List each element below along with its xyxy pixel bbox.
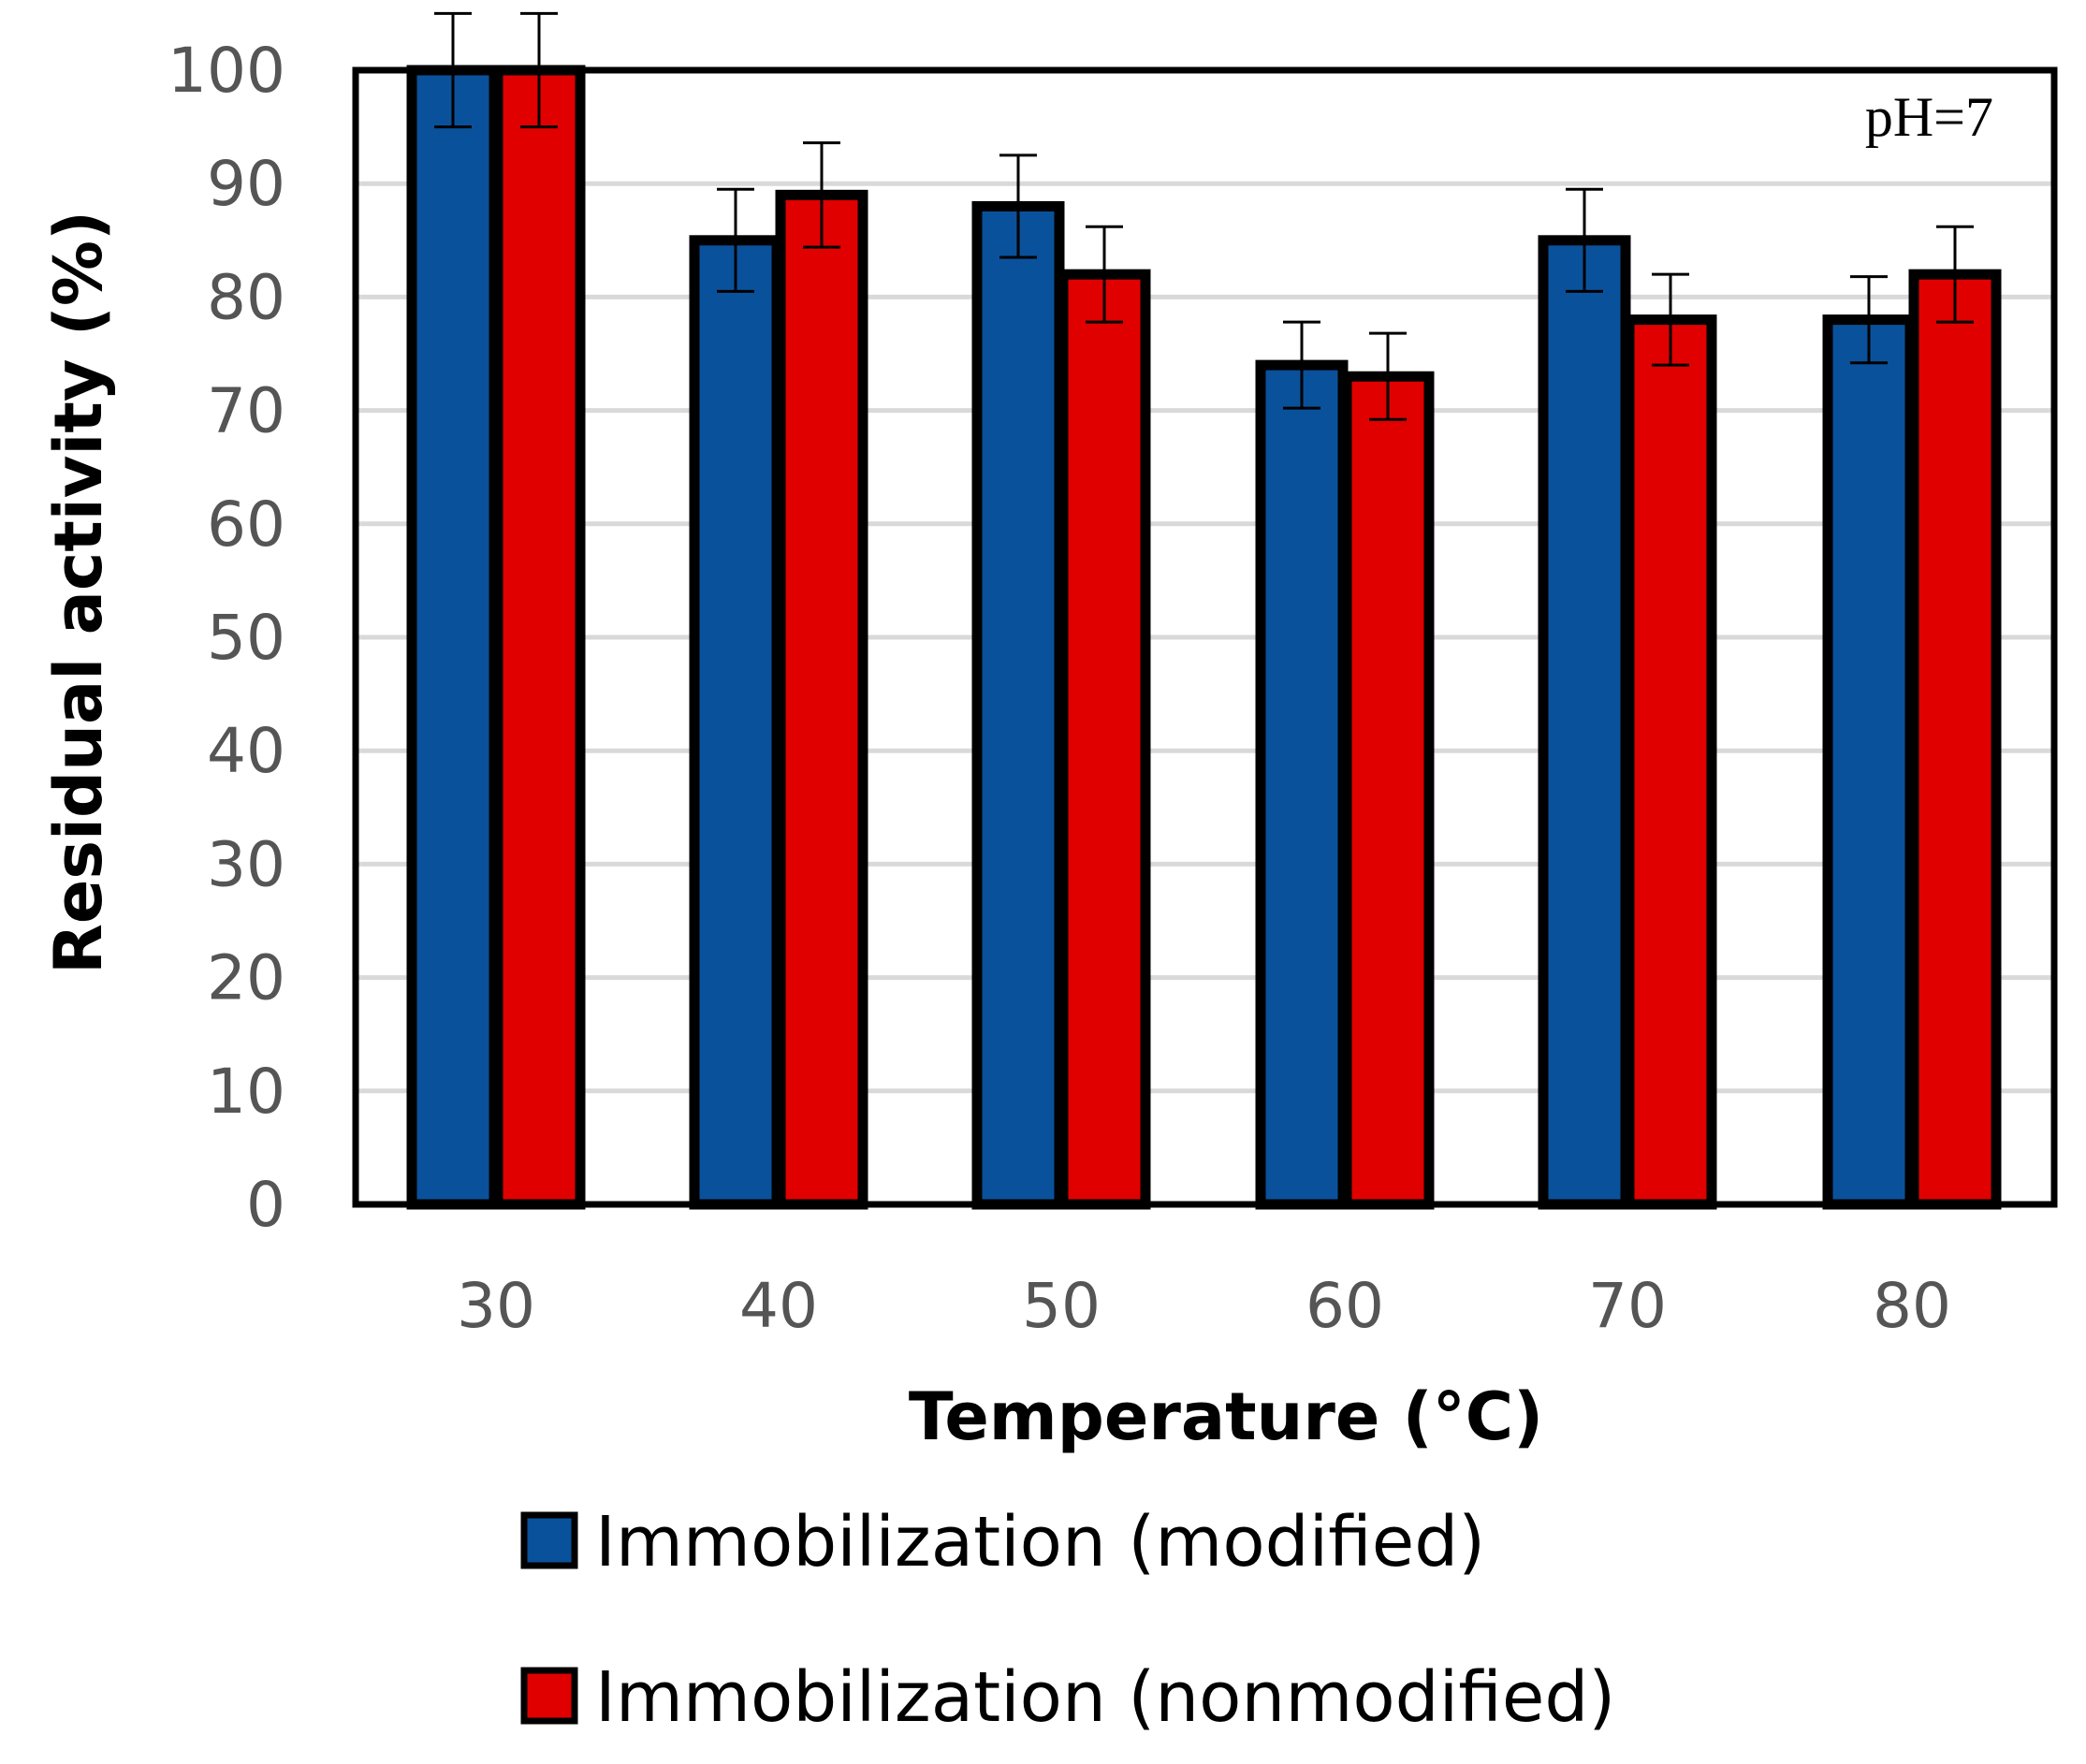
y-tick-label-40: 40 <box>207 715 285 787</box>
x-tick-label-80: 80 <box>1873 1270 1951 1342</box>
error-bar-nonmodified-60 <box>1369 331 1407 421</box>
bar-modified-50 <box>971 200 1065 1210</box>
x-tick-label-60: 60 <box>1306 1270 1384 1342</box>
x-axis-title: Temperature (°C) <box>909 1378 1543 1455</box>
y-tick-label-100: 100 <box>168 35 285 107</box>
bar-modified-40 <box>689 235 782 1210</box>
legend-item-nonmodified: Immobilization (nonmodified) <box>520 1657 1615 1738</box>
bar-nonmodified-50 <box>1058 269 1151 1210</box>
y-tick-label-50: 50 <box>207 602 285 674</box>
x-tick-label-30: 30 <box>457 1270 535 1342</box>
y-tick-label-30: 30 <box>207 828 285 900</box>
annotation-ph: pH=7 <box>1865 86 1993 148</box>
x-axis-ticks: 30 40 50 60 70 80 <box>457 1270 1951 1342</box>
bar-nonmodified-70 <box>1624 314 1717 1210</box>
bar-nonmodified-40 <box>775 189 868 1210</box>
legend-swatch-nonmodified <box>520 1667 578 1725</box>
bar-modified-80 <box>1822 314 1916 1210</box>
legend: Immobilization (modified) Immobilization… <box>520 1502 1615 1738</box>
y-tick-label-20: 20 <box>207 942 285 1014</box>
error-bar-modified-40 <box>717 187 754 293</box>
error-bar-modified-70 <box>1566 187 1603 293</box>
error-bar-nonmodified-50 <box>1086 225 1123 324</box>
legend-label-nonmodified: Immobilization (nonmodified) <box>595 1657 1615 1738</box>
error-bar-nonmodified-70 <box>1652 272 1689 367</box>
error-bar-modified-50 <box>999 153 1037 259</box>
y-tick-label-60: 60 <box>207 488 285 561</box>
error-bar-nonmodified-40 <box>803 141 840 249</box>
y-axis-title: Residual activity (%) <box>40 211 117 974</box>
x-tick-label-40: 40 <box>739 1270 818 1342</box>
bar-nonmodified-30 <box>492 65 586 1210</box>
x-tick-label-50: 50 <box>1022 1270 1101 1342</box>
bar-nonmodified-80 <box>1908 269 2002 1210</box>
y-tick-label-0: 0 <box>246 1169 285 1241</box>
bar-nonmodified-60 <box>1341 371 1435 1210</box>
y-tick-label-70: 70 <box>207 375 285 447</box>
bar-modified-30 <box>406 65 500 1210</box>
y-tick-label-10: 10 <box>207 1056 285 1128</box>
bar-modified-60 <box>1255 359 1349 1210</box>
y-axis-ticks: 0 10 20 30 40 50 60 70 80 90 100 <box>168 35 285 1241</box>
error-bar-modified-80 <box>1850 275 1888 365</box>
error-bar-nonmodified-80 <box>1936 225 1974 324</box>
gridlines <box>356 181 2054 1094</box>
error-bars <box>434 11 1974 421</box>
legend-label-modified: Immobilization (modified) <box>595 1502 1485 1582</box>
bar-modified-70 <box>1538 235 1631 1210</box>
y-tick-label-90: 90 <box>207 148 285 220</box>
y-tick-label-80: 80 <box>207 261 285 333</box>
legend-swatch-modified <box>520 1511 578 1569</box>
error-bar-modified-60 <box>1283 320 1320 410</box>
x-tick-label-70: 70 <box>1588 1270 1667 1342</box>
plot-frame <box>352 66 2058 1208</box>
legend-item-modified: Immobilization (modified) <box>520 1502 1485 1582</box>
